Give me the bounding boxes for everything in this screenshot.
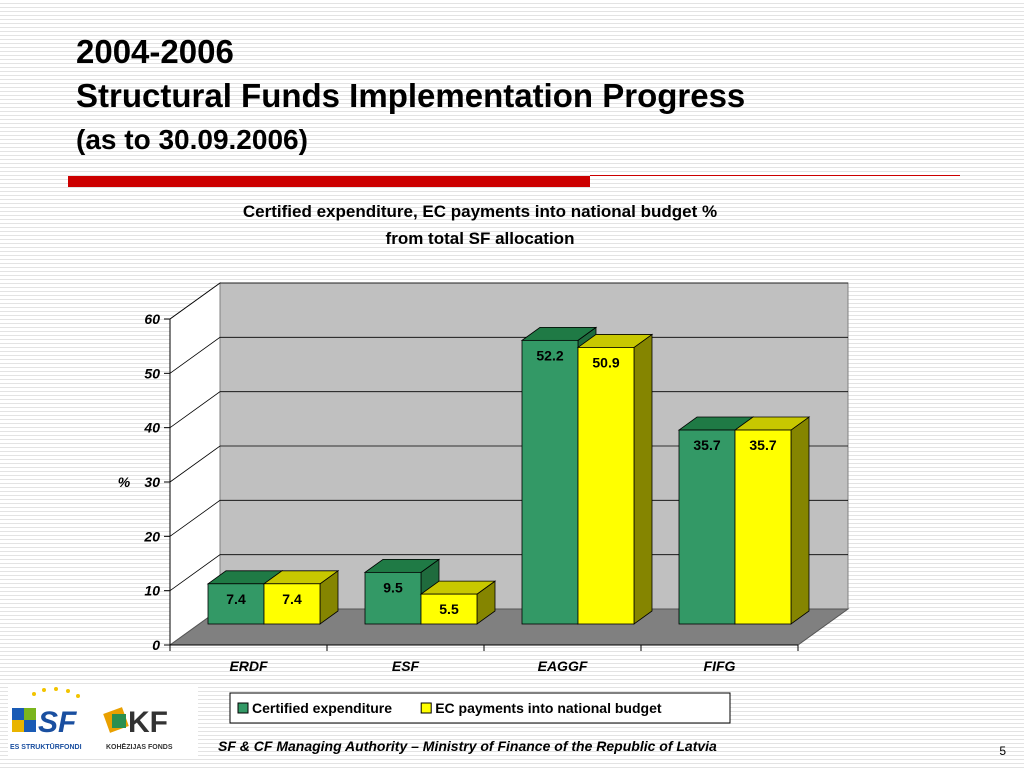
bar	[420, 593, 478, 625]
slide-title: 2004-2006 Structural Funds Implementatio…	[76, 30, 745, 162]
y-tick-label: 30	[144, 474, 160, 490]
legend-entry: Certified expenditure	[252, 700, 392, 716]
bar-side	[633, 333, 653, 625]
data-label: 7.4	[226, 591, 246, 607]
legend-swatch	[237, 702, 249, 714]
data-label: 50.9	[592, 354, 619, 370]
x-tick-label: ESF	[392, 658, 420, 674]
title-line-2: Structural Funds Implementation Progress	[76, 77, 746, 114]
legend	[229, 692, 731, 724]
gridline	[169, 282, 848, 320]
title-underline-thin	[590, 175, 960, 176]
x-tick-label: EAGGF	[538, 658, 588, 674]
kf-logo-text: KF	[128, 706, 168, 739]
bar	[521, 339, 579, 625]
page-number: 5	[999, 744, 1006, 758]
sf-logo-text: SF	[38, 706, 77, 739]
title-line-1: 2004-2006	[76, 33, 234, 70]
legend-entry: EC payments into national budget	[435, 700, 662, 716]
logo-graphic: SF KF ES STRUKTŪRFONDI KOHĒZIJAS FONDS	[10, 687, 173, 751]
bar-side	[790, 416, 810, 625]
stars-icon	[32, 687, 80, 698]
x-tick-label: ERDF	[229, 658, 268, 674]
y-tick-label: 50	[144, 365, 160, 381]
sf-kf-logo: SF KF ES STRUKTŪRFONDI KOHĒZIJAS FONDS	[8, 686, 198, 756]
footer-text: SF & CF Managing Authority – Ministry of…	[218, 738, 717, 754]
chart-title-line-2: from total SF allocation	[386, 229, 575, 248]
kf-logo-caption: KOHĒZIJAS FONDS	[106, 743, 173, 751]
data-label: 52.2	[536, 347, 563, 363]
data-label: 35.7	[693, 437, 720, 453]
kf-shape-icon	[103, 707, 129, 733]
sf-squares-icon	[12, 708, 36, 732]
x-tick-label: FIFG	[704, 658, 736, 674]
sf-logo-caption: ES STRUKTŪRFONDI	[10, 743, 82, 751]
data-label: 9.5	[383, 579, 403, 595]
bar	[577, 347, 635, 625]
bar	[678, 429, 736, 625]
bar	[263, 583, 321, 625]
bar	[734, 429, 792, 625]
chart-title-line-1: Certified expenditure, EC payments into …	[243, 202, 717, 221]
chart-container: Certified expenditure, EC payments into …	[60, 190, 990, 740]
data-label: 7.4	[282, 591, 302, 607]
bar-chart: Certified expenditure, EC payments into …	[118, 202, 850, 724]
legend-swatch	[420, 702, 432, 714]
title-line-3: (as to 30.09.2006)	[76, 124, 308, 155]
y-axis-label: %	[118, 474, 131, 490]
data-label: 5.5	[439, 601, 459, 617]
y-tick-label: 10	[144, 583, 160, 599]
y-tick-label: 20	[143, 528, 160, 544]
y-tick-label: 40	[143, 420, 160, 436]
title-underline-bar	[68, 176, 590, 187]
y-tick-label: 0	[152, 637, 160, 653]
y-tick-label: 60	[144, 311, 160, 327]
data-label: 35.7	[749, 437, 776, 453]
bar	[207, 583, 265, 625]
